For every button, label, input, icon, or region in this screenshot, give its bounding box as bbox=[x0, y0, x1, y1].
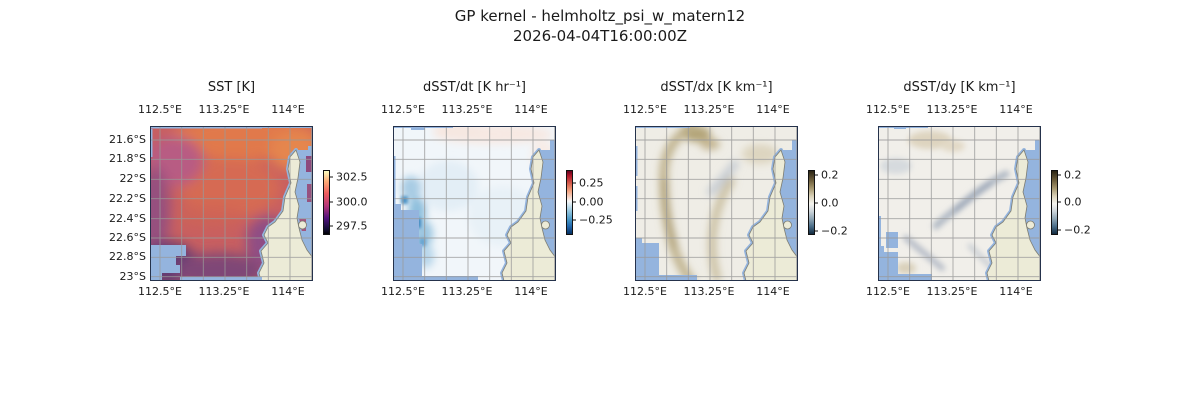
lon-tick-label: 113.25°E bbox=[441, 103, 493, 116]
lat-tick-label: 22.6°S bbox=[109, 231, 146, 244]
lat-tick-label: 21.6°S bbox=[109, 133, 146, 146]
lon-tick-label: 114°E bbox=[999, 103, 1033, 116]
lon-tick-label: 112.5°E bbox=[866, 103, 910, 116]
colorbar-tick-label: −0.2 bbox=[821, 224, 848, 238]
colorbar-tick-label: 300.0 bbox=[336, 195, 368, 209]
colorbar-tick-label: 0.0 bbox=[821, 196, 839, 210]
graticule bbox=[150, 126, 313, 281]
graticule bbox=[635, 126, 798, 281]
lon-tick-label: 114°E bbox=[514, 103, 548, 116]
dsstdy-map bbox=[878, 126, 1041, 281]
graticule bbox=[393, 126, 556, 281]
colorbar-tick-label: 302.5 bbox=[336, 170, 368, 184]
lon-tick-label: 112.5°E bbox=[623, 103, 667, 116]
lon-tick-label: 113.25°E bbox=[683, 285, 735, 298]
colorbar-dsstdt: 0.25 0.00 −0.25 bbox=[566, 170, 613, 235]
lat-tick-label: 22.8°S bbox=[109, 250, 146, 263]
dsstdt-map bbox=[393, 126, 556, 281]
lon-tick-label: 112.5°E bbox=[381, 103, 425, 116]
graticule bbox=[878, 126, 1041, 281]
lon-tick-label: 114°E bbox=[999, 285, 1033, 298]
lon-tick-label: 114°E bbox=[514, 285, 548, 298]
land-polygon bbox=[257, 148, 313, 281]
colorbar-gradient bbox=[323, 170, 330, 235]
lon-tick-label: 113.25°E bbox=[926, 285, 978, 298]
lon-tick-label: 112.5°E bbox=[623, 285, 667, 298]
colorbar-tick-label: −0.2 bbox=[1064, 223, 1091, 237]
colorbar-dsstdy: 0.2 0.0 −0.2 bbox=[1051, 169, 1091, 237]
lon-tick-label: 114°E bbox=[271, 285, 305, 298]
land-polygon bbox=[742, 148, 798, 281]
colorbar-tick-label: 0.0 bbox=[1064, 195, 1082, 209]
colorbar-sst: 302.5 300.0 297.5 bbox=[323, 170, 368, 235]
colorbar-gradient bbox=[1051, 170, 1058, 235]
lon-tick-label: 112.5°E bbox=[866, 285, 910, 298]
lon-tick-label: 113.25°E bbox=[198, 103, 250, 116]
lat-tick-label: 21.8°S bbox=[109, 152, 146, 165]
lon-tick-label: 112.5°E bbox=[138, 103, 182, 116]
lat-tick-label: 22.2°S bbox=[109, 192, 146, 205]
dsstdx-map bbox=[635, 126, 798, 281]
colorbar-gradient bbox=[808, 170, 815, 235]
colorbar-tick-label: 297.5 bbox=[336, 219, 368, 233]
lon-tick-label: 113.25°E bbox=[683, 103, 735, 116]
lon-tick-label: 112.5°E bbox=[381, 285, 425, 298]
lon-tick-label: 113.25°E bbox=[926, 103, 978, 116]
panel-title-dsstdt: dSST/dt [K hr⁻¹] bbox=[422, 80, 527, 95]
lon-tick-label: 112.5°E bbox=[138, 285, 182, 298]
panel-title-sst: SST [K] bbox=[207, 80, 256, 95]
panel-title-dsstdy: dSST/dy [K km⁻¹] bbox=[903, 80, 1016, 95]
colorbar-gradient bbox=[566, 170, 573, 235]
lon-tick-label: 114°E bbox=[756, 285, 790, 298]
colorbar-tick-label: −0.25 bbox=[579, 213, 613, 227]
panel-title-dsstdx: dSST/dx [K km⁻¹] bbox=[660, 80, 773, 95]
lat-tick-label: 23°S bbox=[119, 270, 146, 283]
lon-tick-label: 113.25°E bbox=[441, 285, 493, 298]
lat-tick-label: 22.4°S bbox=[109, 212, 146, 225]
lon-tick-label: 114°E bbox=[756, 103, 790, 116]
land-polygon bbox=[985, 148, 1041, 281]
lat-tick-label: 22°S bbox=[119, 172, 146, 185]
land-polygon bbox=[500, 148, 556, 281]
figure-title: GP kernel - helmholtz_psi_w_matern12 bbox=[454, 7, 746, 25]
figure-subtitle: 2026-04-04T16:00:00Z bbox=[513, 27, 687, 45]
colorbar-dsstdx: 0.2 0.0 −0.2 bbox=[808, 169, 848, 238]
lon-tick-label: 114°E bbox=[271, 103, 305, 116]
colorbar-tick-label: 0.2 bbox=[821, 168, 839, 182]
colorbar-tick-label: 0.25 bbox=[579, 176, 604, 190]
lon-tick-label: 113.25°E bbox=[198, 285, 250, 298]
sst-map bbox=[150, 126, 313, 281]
colorbar-tick-label: 0.2 bbox=[1064, 168, 1082, 182]
colorbar-tick-label: 0.00 bbox=[579, 195, 604, 209]
